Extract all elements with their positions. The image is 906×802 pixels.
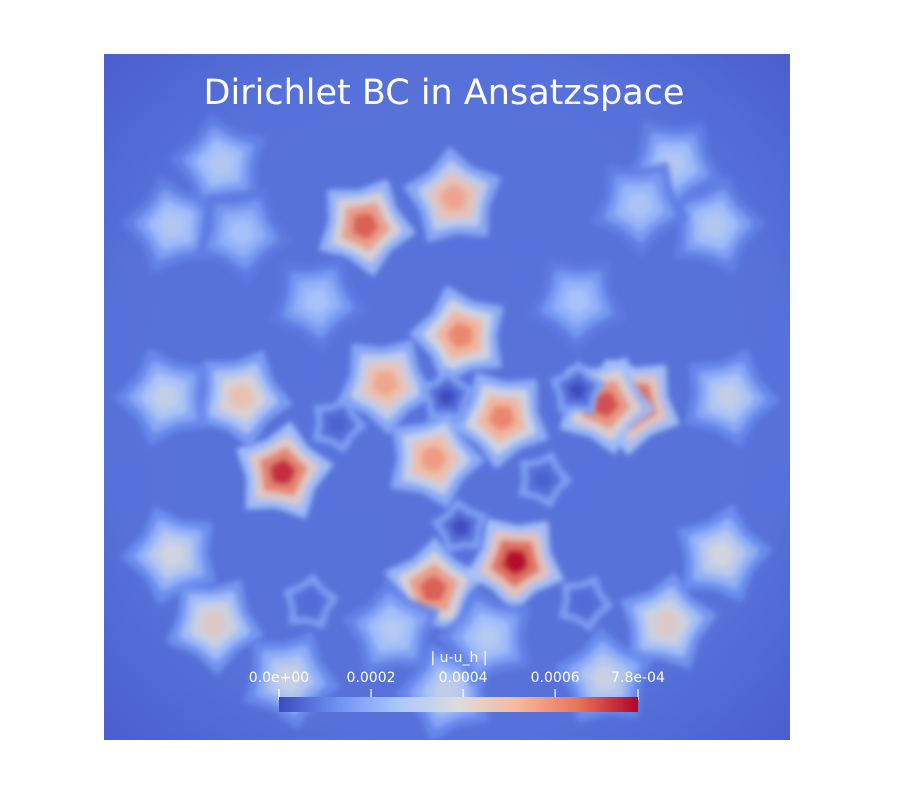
colorbar-tick-label: 0.0002	[347, 670, 396, 686]
colorbar-bar	[279, 697, 638, 712]
colorbar-title: | u-u_h |	[430, 650, 487, 666]
colorbar-tick-label: 0.0e+00	[249, 670, 309, 686]
plot-edge-shading	[104, 54, 790, 740]
colorbar-ticks: 0.0e+00 0.0002 0.0004 0.0006 7.8e-04	[249, 670, 665, 700]
colorbar-tick-label: 0.0004	[439, 670, 488, 686]
chart-title: Dirichlet BC in Ansatzspace	[204, 73, 685, 113]
colorbar: | u-u_h | 0.0e+00 0.0002 0.0004 0.0006 7.8e-…	[249, 650, 665, 712]
colorbar-tick-label: 0.0006	[531, 670, 580, 686]
colorbar-tick-label: 7.8e-04	[611, 670, 665, 686]
